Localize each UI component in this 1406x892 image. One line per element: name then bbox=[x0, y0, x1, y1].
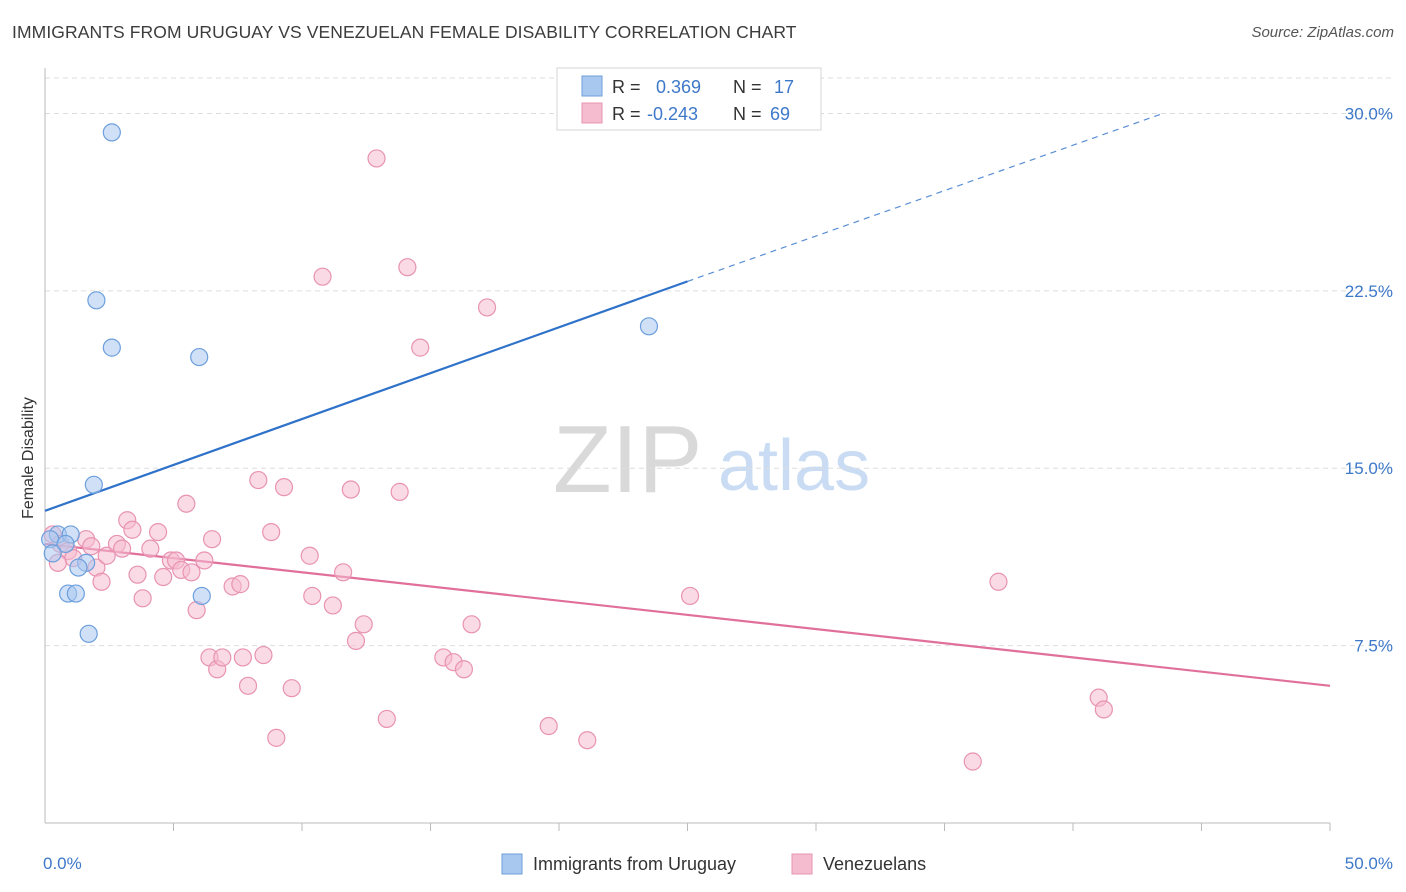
bottom-legend-label-uruguay: Immigrants from Uruguay bbox=[533, 854, 736, 874]
legend-n-label-2: N = bbox=[733, 104, 762, 124]
uruguay-point bbox=[69, 558, 88, 577]
venezuelan-point bbox=[231, 575, 250, 594]
uruguay-point bbox=[87, 291, 106, 310]
bottom-legend-label-venezuelans: Venezuelans bbox=[823, 854, 926, 874]
legend-swatch-uruguay bbox=[581, 75, 603, 97]
bottom-legend-swatch-venezuelans bbox=[791, 853, 813, 875]
legend-swatch-venezuelans bbox=[581, 102, 603, 124]
tick-labels: 7.5% 15.0% 22.5% 30.0% 0.0% 50.0% bbox=[43, 104, 1393, 873]
venezuelan-point bbox=[123, 520, 142, 539]
legend-n-value-2: 69 bbox=[770, 104, 790, 124]
venezuelan-point bbox=[454, 660, 474, 679]
venezuelan-trend-line bbox=[44, 542, 1331, 687]
venezuelan-point bbox=[539, 716, 558, 736]
venezuelan-point bbox=[680, 586, 700, 606]
legend-r-label-1: R = bbox=[612, 77, 641, 97]
venezuelan-point bbox=[249, 470, 268, 490]
venezuelan-point bbox=[128, 565, 147, 584]
data-points bbox=[41, 123, 1113, 771]
venezuelan-point bbox=[300, 546, 319, 565]
uruguay-point bbox=[84, 475, 103, 494]
venezuelan-point bbox=[411, 338, 430, 357]
venezuelan-point bbox=[341, 480, 360, 499]
venezuelan-point bbox=[462, 615, 481, 634]
venezuelan-point bbox=[578, 731, 597, 750]
y-tick-label: 15.0% bbox=[1345, 459, 1393, 478]
venezuelan-point bbox=[1094, 700, 1113, 719]
uruguay-point bbox=[192, 586, 211, 606]
y-axis-label: Female Disability bbox=[20, 397, 37, 519]
venezuelan-point bbox=[92, 572, 111, 591]
series-legend: Immigrants from Uruguay Venezuelans bbox=[501, 853, 926, 875]
uruguay-trend-extension bbox=[687, 112, 1164, 282]
source-label: Source: ZipAtlas.com bbox=[1251, 24, 1394, 41]
venezuelan-point bbox=[262, 522, 281, 542]
gridlines bbox=[45, 77, 1393, 647]
uruguay-point bbox=[56, 534, 75, 554]
venezuelan-point bbox=[82, 537, 101, 556]
venezuelan-point bbox=[133, 589, 152, 608]
venezuelan-point bbox=[989, 572, 1008, 591]
venezuelan-point bbox=[213, 648, 232, 667]
venezuelan-point bbox=[254, 645, 273, 665]
x-tick-label: 0.0% bbox=[43, 854, 82, 873]
venezuelan-point bbox=[182, 563, 201, 582]
legend-r-value-2: -0.243 bbox=[647, 104, 698, 124]
venezuelan-point bbox=[323, 596, 342, 615]
venezuelan-point bbox=[303, 586, 322, 606]
bottom-legend-swatch-uruguay bbox=[501, 853, 523, 875]
venezuelan-point bbox=[354, 615, 373, 634]
venezuelan-point bbox=[233, 648, 252, 667]
venezuelan-point bbox=[238, 676, 258, 695]
venezuelan-point bbox=[346, 631, 366, 650]
legend-r-value-1: 0.369 bbox=[656, 77, 701, 97]
uruguay-point bbox=[79, 624, 98, 643]
venezuelan-point bbox=[963, 752, 982, 771]
y-tick-label: 22.5% bbox=[1345, 282, 1393, 301]
legend-n-label-1: N = bbox=[733, 77, 762, 97]
correlation-legend: R = 0.369 N = 17 R = -0.243 N = 69 bbox=[556, 67, 822, 131]
y-tick-label: 30.0% bbox=[1345, 104, 1393, 123]
venezuelan-point bbox=[112, 539, 132, 558]
venezuelan-point bbox=[282, 679, 301, 698]
venezuelan-point bbox=[154, 567, 173, 587]
watermark-zip: ZIP bbox=[553, 406, 702, 513]
uruguay-point bbox=[102, 338, 121, 357]
venezuelan-point bbox=[148, 522, 168, 542]
venezuelan-point bbox=[377, 709, 396, 729]
venezuelan-point bbox=[313, 267, 332, 286]
uruguay-point bbox=[43, 544, 62, 563]
uruguay-point bbox=[66, 584, 85, 603]
venezuelan-point bbox=[177, 494, 196, 513]
venezuelan-point bbox=[334, 563, 353, 582]
venezuelan-point bbox=[141, 539, 160, 558]
chart-title: IMMIGRANTS FROM URUGUAY VS VENEZUELAN FE… bbox=[12, 22, 797, 42]
trend-lines bbox=[44, 112, 1331, 687]
venezuelan-point bbox=[274, 478, 294, 497]
venezuelan-point bbox=[477, 298, 497, 317]
venezuelan-point bbox=[367, 149, 386, 168]
venezuelan-point bbox=[195, 551, 214, 570]
venezuelan-point bbox=[398, 258, 417, 277]
legend-r-label-2: R = bbox=[612, 104, 641, 124]
venezuelan-point bbox=[390, 482, 409, 501]
legend-n-value-1: 17 bbox=[774, 77, 794, 97]
uruguay-point bbox=[639, 317, 659, 336]
y-tick-label: 7.5% bbox=[1354, 637, 1393, 656]
venezuelan-point bbox=[267, 728, 286, 747]
axes bbox=[44, 68, 1331, 831]
venezuelan-point bbox=[202, 530, 222, 549]
uruguay-trend-line bbox=[44, 280, 688, 512]
uruguay-point bbox=[102, 123, 121, 142]
uruguay-point bbox=[190, 347, 209, 367]
watermark-atlas: atlas bbox=[718, 426, 870, 506]
venezuelan-point bbox=[97, 546, 116, 565]
x-tick-label: 50.0% bbox=[1345, 854, 1393, 873]
